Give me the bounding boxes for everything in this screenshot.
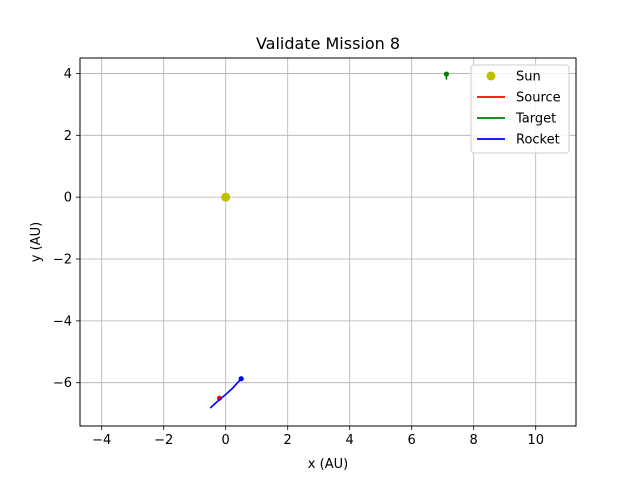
x-tick-label: 2 <box>284 433 292 448</box>
sun-marker <box>221 192 231 202</box>
legend-sun-label: Sun <box>516 70 541 85</box>
y-tick-label: −6 <box>53 376 72 391</box>
y-tick-label: 4 <box>64 67 72 82</box>
x-tick-label: 10 <box>527 433 544 448</box>
legend-source-label: Source <box>516 91 561 106</box>
target-position-marker <box>443 71 450 77</box>
y-tick-label: 2 <box>64 129 72 144</box>
x-tick-label: −2 <box>154 433 173 448</box>
plot-frame <box>79 57 577 427</box>
legend-rocket-label: Rocket <box>516 133 560 148</box>
legend-target-label: Target <box>515 112 556 127</box>
x-tick-label: 8 <box>470 433 478 448</box>
x-tick-label: −4 <box>92 433 111 448</box>
legend: Sun Source Target Rocket <box>470 64 570 154</box>
y-tick-label: −2 <box>53 253 72 268</box>
x-axis-title: x (AU) <box>308 457 348 472</box>
x-tick-label: 6 <box>408 433 416 448</box>
y-axis-title: y (AU) <box>29 222 44 262</box>
plot-series <box>209 71 450 409</box>
rocket-trajectory <box>209 378 242 409</box>
x-tick-label: 0 <box>222 433 230 448</box>
y-tick-label: 0 <box>64 191 72 206</box>
ticks: −4 −2 0 2 4 6 8 10 −6 −4 −2 0 2 4 <box>53 67 544 448</box>
rocket-position-marker <box>238 376 244 382</box>
y-tick-label: −4 <box>53 314 72 329</box>
chart-title: Validate Mission 8 <box>256 34 400 53</box>
legend-box <box>470 64 570 154</box>
x-tick-label: 4 <box>346 433 354 448</box>
legend-sun-swatch <box>486 71 496 81</box>
